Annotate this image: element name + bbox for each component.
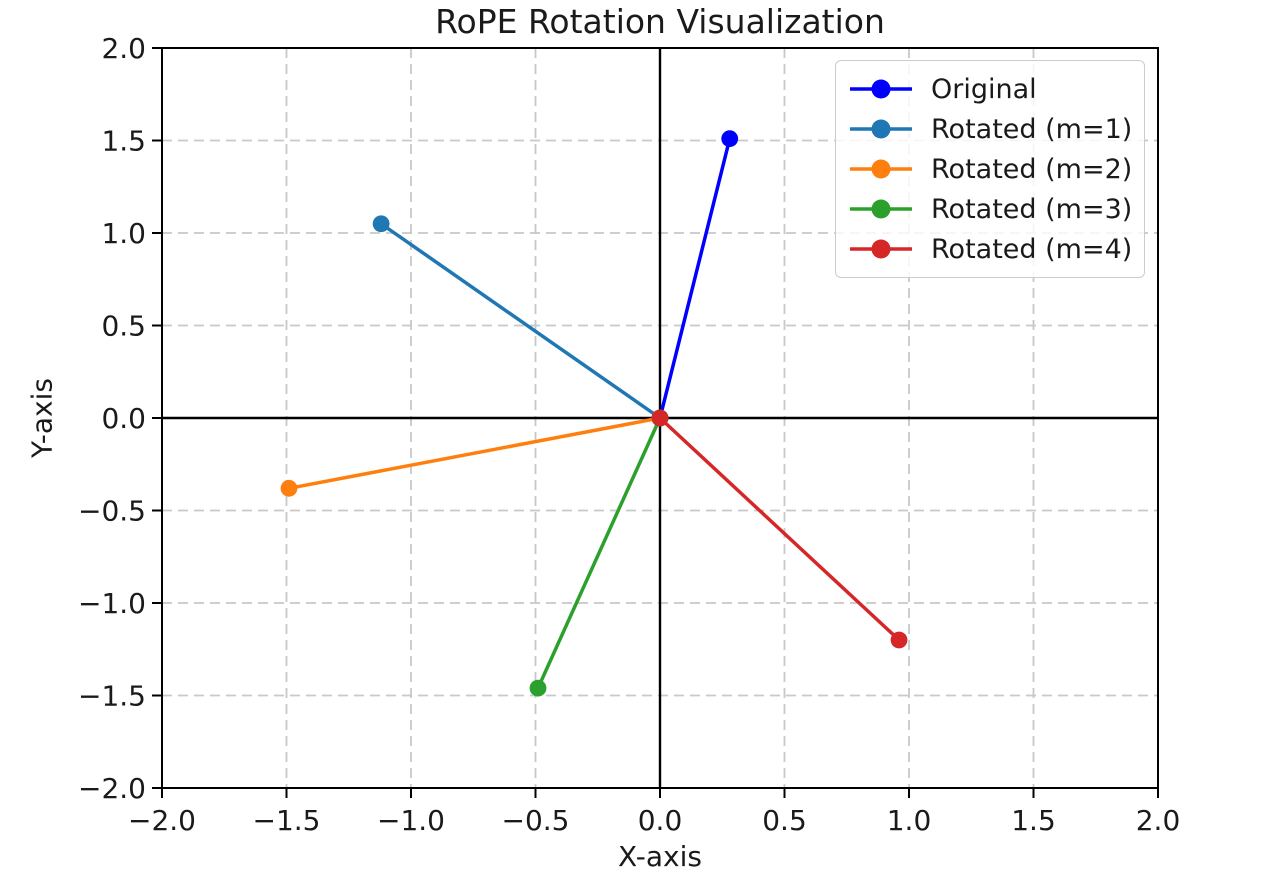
x-tick-label: 0.0 — [638, 804, 683, 837]
series-line-4 — [658, 416, 901, 642]
legend-label: Rotated (m=3) — [931, 193, 1133, 225]
y-axis-label: Y-axis — [25, 378, 59, 458]
series-marker-4 — [890, 631, 908, 649]
series-line-1 — [379, 222, 662, 420]
legend-marker-icon — [871, 159, 891, 179]
legend-line-marker-icon — [850, 199, 912, 219]
series-line-2 — [287, 416, 662, 491]
y-tick-label: 1.5 — [101, 125, 146, 158]
x-tick-label: 2.0 — [1136, 804, 1181, 837]
series-line-3 — [536, 416, 662, 690]
legend-line-marker-icon — [850, 159, 912, 179]
series-marker-1 — [372, 215, 390, 233]
legend-marker-icon — [871, 79, 891, 99]
legend-entry: Original — [846, 70, 1144, 108]
y-tick-label: 2.0 — [101, 32, 146, 65]
x-tick-label: 1.0 — [887, 804, 932, 837]
x-tick-label: −2.0 — [128, 804, 196, 837]
series-marker-2 — [280, 479, 298, 497]
legend-entry: Rotated (m=4) — [846, 230, 1144, 268]
chart-title: RoPE Rotation Visualization — [435, 2, 885, 41]
legend-entry: Rotated (m=3) — [846, 190, 1144, 228]
series-marker-3 — [529, 679, 547, 697]
legend: Original Rotated (m=1) Rotated (m=2) Rotate… — [835, 60, 1145, 278]
x-tick-label: −1.0 — [377, 804, 445, 837]
y-tick-label: 0.0 — [101, 402, 146, 435]
y-tick-label: 0.5 — [101, 310, 146, 343]
x-tick-label: 1.5 — [1011, 804, 1056, 837]
legend-marker-icon — [871, 239, 891, 259]
legend-line-marker-icon — [850, 239, 912, 259]
y-tick-label: −0.5 — [78, 495, 146, 528]
x-tick-label: −0.5 — [502, 804, 570, 837]
legend-label: Original — [931, 73, 1037, 105]
x-axis-label: X-axis — [618, 840, 702, 873]
legend-entry: Rotated (m=2) — [846, 150, 1144, 188]
legend-entry: Rotated (m=1) — [846, 110, 1144, 148]
y-tick-label: −1.0 — [78, 587, 146, 620]
legend-label: Rotated (m=4) — [931, 233, 1133, 265]
legend-line-marker-icon — [850, 119, 912, 139]
x-tick-label: −1.5 — [253, 804, 321, 837]
y-tick-label: −2.0 — [78, 772, 146, 805]
series-marker-4 — [651, 409, 669, 427]
legend-marker-icon — [871, 199, 891, 219]
legend-marker-icon — [871, 119, 891, 139]
legend-label: Rotated (m=1) — [931, 113, 1133, 145]
y-tick-label: 1.0 — [101, 217, 146, 250]
series-line-0 — [658, 136, 732, 420]
legend-label: Rotated (m=2) — [931, 153, 1133, 185]
series-marker-0 — [721, 130, 739, 148]
y-tick-label: −1.5 — [78, 680, 146, 713]
legend-line-marker-icon — [850, 79, 912, 99]
x-tick-label: 0.5 — [762, 804, 807, 837]
